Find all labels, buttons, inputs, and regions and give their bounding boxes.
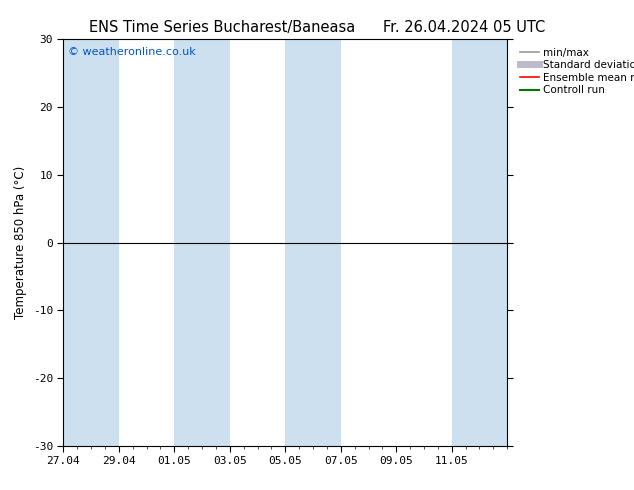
Text: © weatheronline.co.uk: © weatheronline.co.uk <box>68 48 195 57</box>
Legend: min/max, Standard deviation, Ensemble mean run, Controll run: min/max, Standard deviation, Ensemble me… <box>517 45 634 98</box>
Bar <box>451 39 507 446</box>
Bar <box>63 39 119 446</box>
Y-axis label: Temperature 850 hPa (°C): Temperature 850 hPa (°C) <box>14 166 27 319</box>
Bar <box>285 39 341 446</box>
Text: ENS Time Series Bucharest/Baneasa      Fr. 26.04.2024 05 UTC: ENS Time Series Bucharest/Baneasa Fr. 26… <box>89 20 545 35</box>
Bar <box>174 39 230 446</box>
